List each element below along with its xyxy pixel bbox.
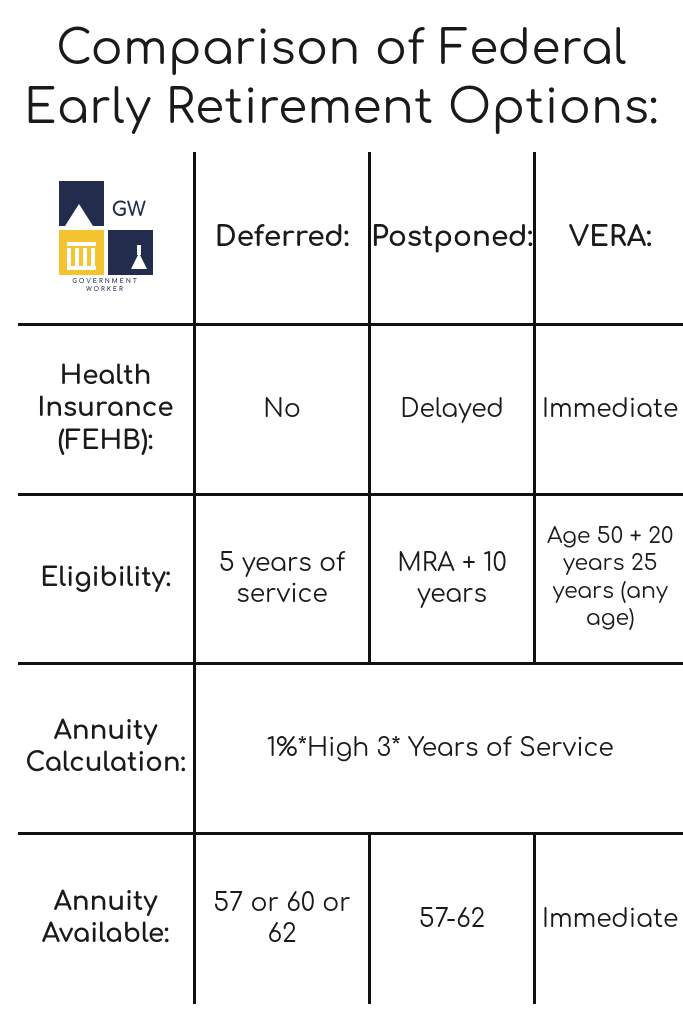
cell-elig-vera: Age 50 + 20 years 25 years (any age) [533,496,683,666]
row-label-annuity-calc: Annuity Calculation: [18,665,193,835]
row-label-eligibility: Eligibility: [18,496,193,666]
logo-tagline: GOVERNMENT WORKER [59,279,153,293]
cell-health-postponed: Delayed [368,326,533,496]
cell-elig-deferred: 5 years of service [193,496,368,666]
cell-elig-postponed: MRA + 10 years [368,496,533,666]
logo-building-icon [59,230,104,275]
gw-logo: GW GOVERNMENT WORKER [59,181,153,293]
page: Comparison of Federal Early Retirement O… [0,0,683,1024]
row-label-health: Health Insurance (FEHB): [18,326,193,496]
logo-cell: GW GOVERNMENT WORKER [18,152,193,327]
logo-mountain-icon [59,181,104,226]
cell-avail-deferred: 57 or 60 or 62 [193,835,368,1005]
cell-avail-postponed: 57-62 [368,835,533,1005]
cell-annuity-calc: 1%*High 3* Years of Service [193,665,683,835]
row-label-annuity-avail: Annuity Available: [18,835,193,1005]
cell-health-vera: Immediate [533,326,683,496]
cell-health-deferred: No [193,326,368,496]
cell-avail-vera: Immediate [533,835,683,1005]
col-header-vera: VERA: [533,152,683,327]
comparison-table: GW GOVERNMENT WORKER Deferred: Postponed… [18,152,665,1005]
col-header-deferred: Deferred: [193,152,368,327]
col-header-postponed: Postponed: [368,152,533,327]
logo-flask-icon [108,230,153,275]
logo-text: GW [108,181,153,226]
page-title: Comparison of Federal Early Retirement O… [18,20,665,138]
